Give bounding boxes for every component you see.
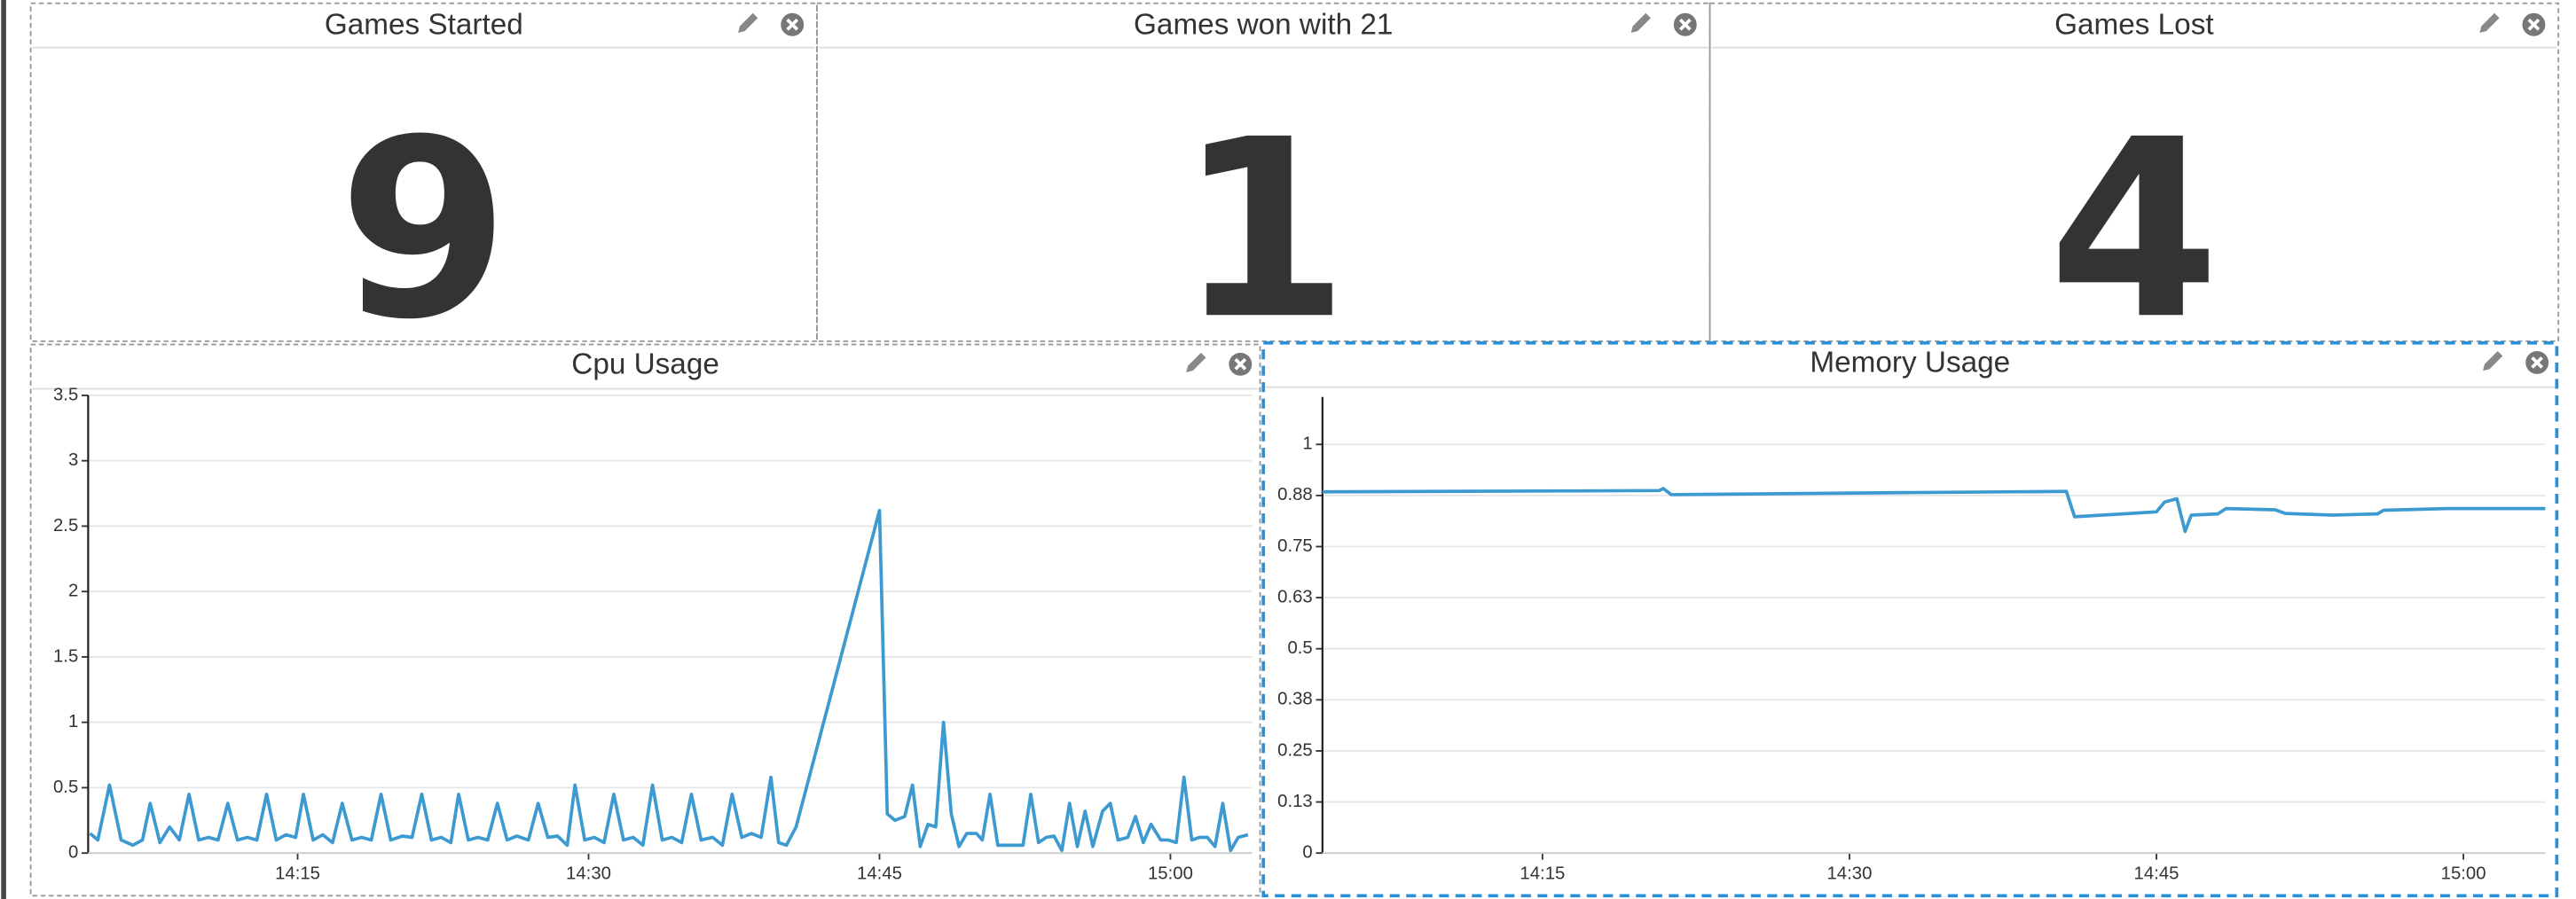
series-line bbox=[89, 508, 1249, 853]
y-tick-label: 1 bbox=[1302, 434, 1312, 454]
y-tick-label: 0.25 bbox=[1277, 740, 1313, 760]
pencil-icon[interactable] bbox=[2479, 12, 2500, 34]
panel bbox=[29, 343, 1261, 897]
close-icon[interactable] bbox=[2531, 356, 2543, 369]
left-edge bbox=[1, 0, 6, 899]
y-tick-label: 0.63 bbox=[1277, 587, 1313, 606]
panel-title: Games won with 21 bbox=[1134, 8, 1393, 41]
y-tick-label: 0.38 bbox=[1277, 690, 1313, 709]
pencil-icon[interactable] bbox=[1630, 12, 1651, 34]
stat-value: 4 bbox=[2048, 87, 2219, 373]
y-tick-label: 3.5 bbox=[53, 385, 78, 404]
close-icon[interactable] bbox=[1678, 18, 1692, 31]
edit-button[interactable] bbox=[2479, 12, 2500, 34]
x-tick-label: 14:15 bbox=[1520, 864, 1565, 884]
pencil-icon[interactable] bbox=[2483, 350, 2503, 371]
y-tick-label: 1.5 bbox=[53, 646, 78, 666]
panel-title: Games Started bbox=[325, 8, 523, 41]
x-tick-label: 14:45 bbox=[857, 864, 902, 884]
edit-button[interactable] bbox=[1186, 352, 1206, 373]
y-tick-label: 3 bbox=[68, 450, 78, 470]
pencil-icon[interactable] bbox=[738, 12, 758, 34]
series-line bbox=[1322, 487, 2546, 534]
y-tick-label: 0 bbox=[68, 843, 78, 863]
y-tick-label: 0.5 bbox=[53, 778, 78, 797]
x-tick-label: 15:00 bbox=[1148, 864, 1193, 884]
x-tick-label: 14:45 bbox=[2134, 864, 2179, 884]
panel bbox=[1261, 340, 2559, 898]
x-tick-label: 14:15 bbox=[275, 864, 320, 884]
edit-button[interactable] bbox=[2483, 350, 2503, 371]
y-tick-label: 0.88 bbox=[1277, 485, 1313, 504]
panel-title: Games Lost bbox=[2054, 8, 2214, 41]
x-tick-label: 15:00 bbox=[2441, 864, 2486, 884]
edit-button[interactable] bbox=[1630, 12, 1651, 34]
y-tick-label: 0 bbox=[1302, 843, 1312, 863]
chart-title: Memory Usage bbox=[1810, 347, 2010, 379]
close-icon[interactable] bbox=[1234, 357, 1247, 371]
y-tick-label: 2 bbox=[68, 582, 78, 601]
edit-button[interactable] bbox=[738, 12, 758, 34]
y-tick-label: 0.5 bbox=[1287, 638, 1312, 658]
x-tick-label: 14:30 bbox=[1826, 864, 1872, 884]
y-tick-label: 1 bbox=[68, 712, 78, 731]
chart-title: Cpu Usage bbox=[571, 348, 719, 380]
y-tick-label: 0.13 bbox=[1277, 792, 1313, 811]
x-tick-label: 14:30 bbox=[566, 864, 611, 884]
pencil-icon[interactable] bbox=[1186, 352, 1206, 373]
y-tick-label: 2.5 bbox=[53, 516, 78, 535]
close-icon[interactable] bbox=[786, 18, 799, 31]
stat-value: 1 bbox=[1178, 87, 1349, 373]
stat-value: 9 bbox=[338, 87, 509, 373]
close-icon[interactable] bbox=[2527, 18, 2541, 31]
y-tick-label: 0.75 bbox=[1277, 536, 1313, 556]
